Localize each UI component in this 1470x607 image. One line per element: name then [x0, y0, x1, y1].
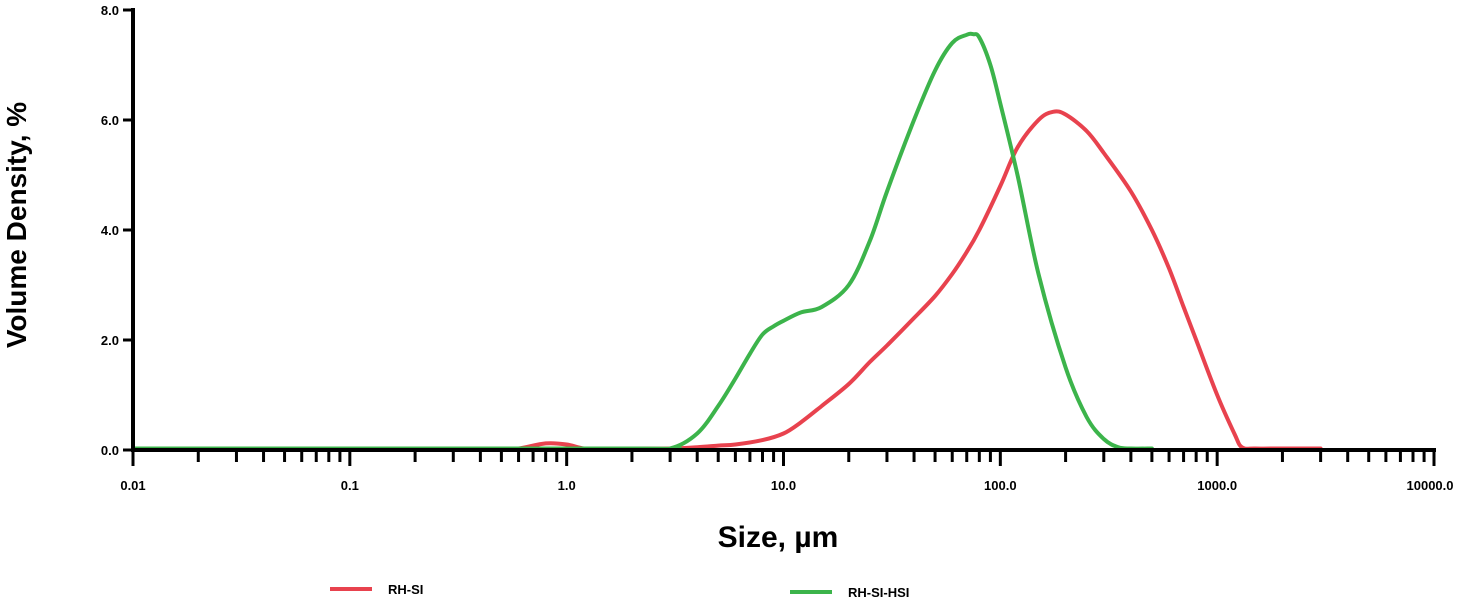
x-tick-label: 0.1: [341, 478, 359, 493]
x-tick-label: 100.0: [984, 478, 1017, 493]
x-tick-label: 0.01: [120, 478, 145, 493]
y-tick-label: 8.0: [101, 3, 119, 18]
y-tick-label: 6.0: [101, 113, 119, 128]
y-axis-title: Volume Density, %: [1, 102, 32, 348]
y-ticks: 0.0 2.0 4.0 6.0 8.0: [101, 3, 133, 458]
x-tick-label: 1.0: [558, 478, 576, 493]
y-tick-label: 2.0: [101, 333, 119, 348]
x-axis-title: Size, µm: [718, 521, 839, 554]
x-tick-label: 10000.0: [1407, 478, 1454, 493]
series-line-2: [131, 31, 1154, 452]
x-tick-label: 1000.0: [1197, 478, 1237, 493]
legend-label: RH-SI: [388, 582, 423, 597]
x-tick-label: 10.0: [771, 478, 796, 493]
legend-label: RH-SI-HSI: [848, 585, 909, 600]
series-line-1: [131, 109, 1323, 451]
plot-lines: [131, 31, 1323, 452]
legend: RH-SI RH-SI-HSI: [330, 582, 909, 600]
y-tick-label: 4.0: [101, 223, 119, 238]
y-tick-label: 0.0: [101, 443, 119, 458]
x-ticks: 0.01 0.1 1.0 10.0 100.0 1000.0 10000.0: [120, 450, 1454, 493]
